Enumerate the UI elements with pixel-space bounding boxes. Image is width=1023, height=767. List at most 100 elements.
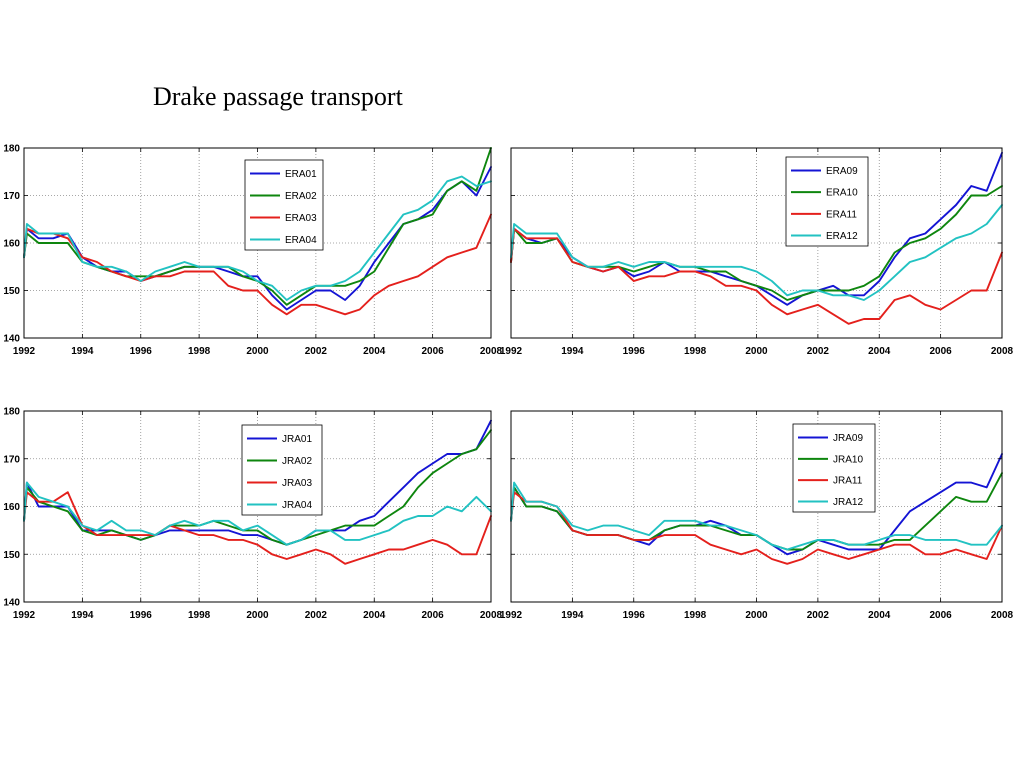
- series-line-era04: [23, 175, 492, 301]
- legend-box: [785, 156, 869, 247]
- legend-item: JRA12: [798, 497, 863, 508]
- legend-label: JRA09: [833, 433, 863, 444]
- legend-item: ERA11: [791, 209, 857, 220]
- legend-item: ERA04: [250, 235, 317, 246]
- x-tick-label: 2006: [422, 346, 445, 357]
- x-tick-label: 2000: [745, 346, 768, 357]
- x-tick-label: 1992: [500, 346, 523, 357]
- series-line-jra11: [510, 491, 1003, 565]
- x-tick-label: 2002: [807, 346, 830, 357]
- x-tick-label: 2004: [363, 346, 386, 357]
- x-tick-label: 1996: [130, 346, 153, 357]
- chart-jra09-jra12: 1992 1994 1996 1998 2000 2002 2004 2006 2008 JRA0…: [500, 410, 1014, 621]
- x-tick-label: 2002: [807, 610, 830, 621]
- x-tick-label: 2008: [991, 346, 1014, 357]
- legend-label: ERA09: [826, 166, 858, 177]
- y-tick-label: 150: [3, 550, 20, 561]
- x-tick-label: 1998: [684, 346, 707, 357]
- x-tick-label: 2000: [246, 610, 269, 621]
- x-tick-label: 2004: [868, 346, 891, 357]
- legend-item: JRA10: [798, 454, 863, 465]
- legend-label: JRA11: [833, 476, 863, 487]
- legend-box: [244, 159, 324, 251]
- x-tick-label: 2002: [305, 610, 328, 621]
- legend-item: ERA01: [250, 169, 317, 180]
- legend-item: JRA04: [247, 500, 312, 511]
- legend-item: JRA02: [247, 456, 312, 467]
- x-tick-label: 1992: [13, 610, 36, 621]
- x-tick-label: 1994: [71, 610, 94, 621]
- legend-label: JRA02: [282, 456, 312, 467]
- chart-jra01-jra04: 1992 1994 1996 1998 2000 2002 2004 2006 2008 140 1…: [3, 407, 502, 622]
- x-tick-label: 1998: [684, 610, 707, 621]
- chart-era01-era04: 1992 1994 1996 1998 2000 2002 2004 2006 2008 140 1…: [3, 144, 502, 358]
- legend-item: ERA03: [250, 213, 317, 224]
- y-tick-label: 150: [3, 286, 20, 297]
- x-tick-label: 2008: [480, 346, 503, 357]
- x-tick-label: 2006: [930, 610, 953, 621]
- legend-label: ERA10: [826, 188, 858, 199]
- x-tick-label: 1996: [623, 610, 646, 621]
- x-tick-label: 2006: [930, 346, 953, 357]
- legend: JRA01 JRA02 JRA03 JRA04: [241, 424, 323, 516]
- legend-label: ERA03: [285, 213, 317, 224]
- legend: ERA09 ERA10 ERA11 ERA12: [785, 156, 869, 247]
- legend-box: [792, 423, 876, 513]
- series-line-era12: [510, 204, 1003, 301]
- legend-label: JRA12: [833, 497, 863, 508]
- y-tick-label: 170: [3, 191, 20, 202]
- series-line-era11: [510, 227, 1003, 325]
- x-tick-label: 1996: [623, 346, 646, 357]
- legend-label: JRA10: [833, 454, 863, 465]
- x-tick-label: 1994: [561, 610, 584, 621]
- y-tick-label: 140: [3, 334, 20, 345]
- series-line-jra02: [23, 429, 492, 546]
- x-tick-label: 2004: [363, 610, 386, 621]
- legend-item: ERA09: [791, 166, 858, 177]
- legend-label: JRA01: [282, 434, 312, 445]
- series-line-era03: [23, 213, 492, 316]
- series-line-jra03: [23, 491, 492, 565]
- legend-box: [241, 424, 323, 516]
- x-tick-label: 2002: [305, 346, 328, 357]
- legend-label: ERA12: [826, 231, 858, 242]
- legend: ERA01 ERA02 ERA03 ERA04: [244, 159, 324, 251]
- legend-item: JRA03: [247, 478, 312, 489]
- legend-item: JRA09: [798, 433, 863, 444]
- x-tick-label: 1998: [188, 346, 211, 357]
- x-tick-label: 2008: [480, 610, 503, 621]
- x-tick-label: 2006: [422, 610, 445, 621]
- legend-item: JRA11: [798, 476, 863, 487]
- legend-item: ERA10: [791, 188, 858, 199]
- x-tick-label: 1992: [13, 346, 36, 357]
- chart-era09-era12: 1992 1994 1996 1998 2000 2002 2004 2006 2008 ERA0…: [500, 147, 1014, 357]
- y-tick-label: 160: [3, 239, 20, 250]
- legend-item: ERA02: [250, 191, 317, 202]
- x-tick-label: 1994: [561, 346, 584, 357]
- y-tick-label: 180: [3, 407, 20, 418]
- series-line-jra12: [510, 481, 1003, 551]
- x-tick-label: 1998: [188, 610, 211, 621]
- legend-label: ERA04: [285, 235, 317, 246]
- legend-item: JRA01: [247, 434, 312, 445]
- legend-label: ERA01: [285, 169, 317, 180]
- legend-label: ERA11: [826, 209, 857, 220]
- x-tick-label: 1996: [130, 610, 153, 621]
- x-tick-label: 2000: [246, 346, 269, 357]
- x-tick-label: 1994: [71, 346, 94, 357]
- y-tick-label: 160: [3, 502, 20, 513]
- series-line-jra10: [510, 472, 1003, 551]
- y-tick-label: 170: [3, 454, 20, 465]
- legend: JRA09 JRA10 JRA11 JRA12: [792, 423, 876, 513]
- y-tick-label: 180: [3, 144, 20, 155]
- x-tick-label: 2000: [745, 610, 768, 621]
- series-line-jra04: [23, 481, 492, 546]
- y-tick-label: 140: [3, 598, 20, 609]
- legend-item: ERA12: [791, 231, 858, 242]
- legend-label: ERA02: [285, 191, 317, 202]
- legend-label: JRA03: [282, 478, 312, 489]
- page-title: Drake passage transport: [153, 82, 403, 111]
- legend-label: JRA04: [282, 500, 312, 511]
